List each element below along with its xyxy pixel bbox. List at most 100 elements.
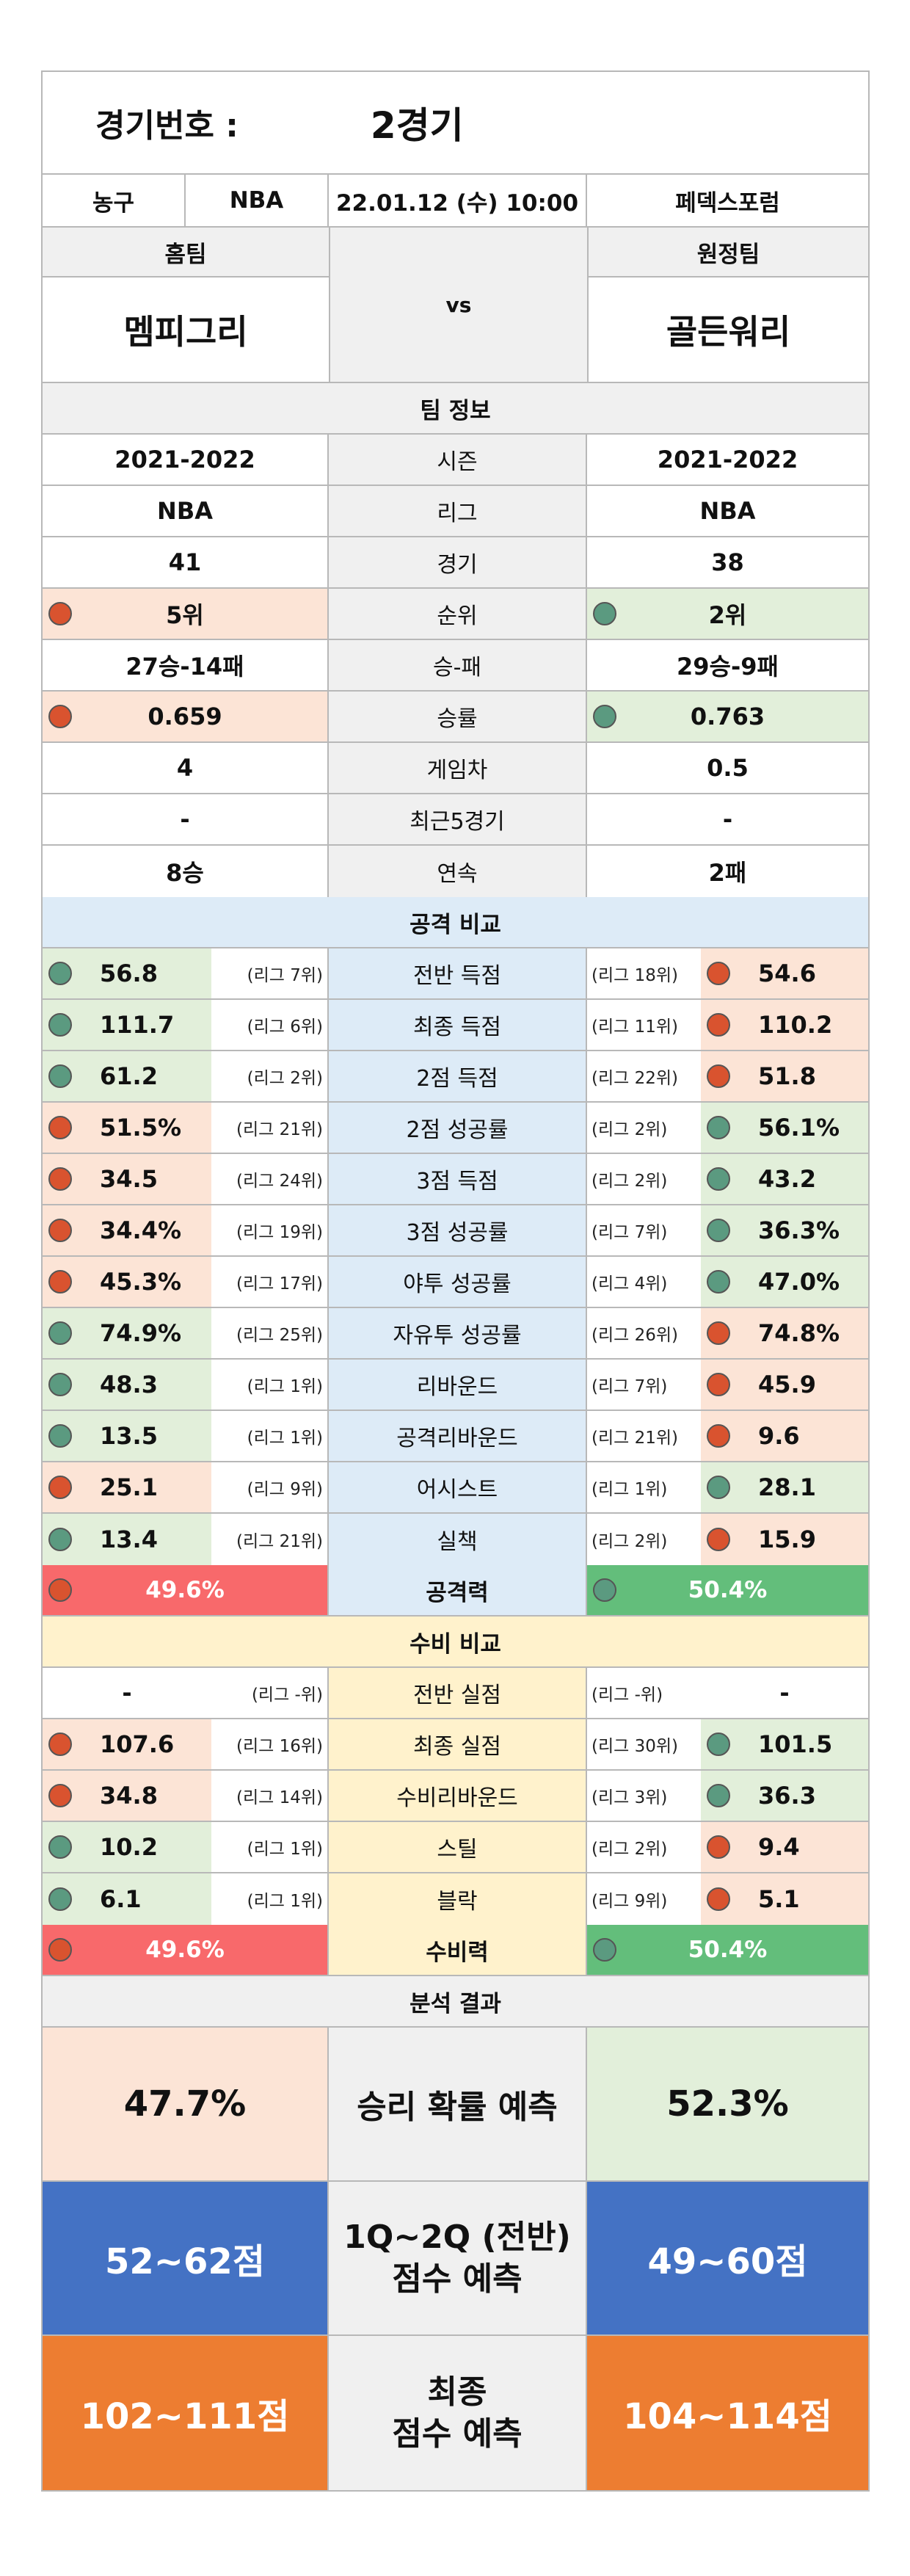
match-title-row: 경기번호 : 2경기 — [43, 72, 868, 175]
away-value: NBA — [699, 497, 756, 525]
home-rank: (리그 24위) — [211, 1154, 329, 1204]
away-value: 29승-9패 — [677, 653, 779, 681]
league: NBA — [186, 175, 329, 226]
home-label: 홈팀 — [43, 228, 329, 277]
home-indicator-icon — [48, 1064, 72, 1088]
team-info-row: NBA 리그 NBA — [43, 486, 868, 537]
datetime: 22.01.12 (수) 10:00 — [329, 175, 587, 226]
away-rank: (리그 26위) — [592, 1326, 679, 1345]
away-rank: (리그 22위) — [592, 1069, 679, 1088]
home-indicator-icon — [48, 1424, 72, 1448]
team-info-row: 5위 순위 2위 — [43, 589, 868, 640]
home-value: 34.5 — [100, 1165, 158, 1193]
home-value: NBA — [157, 497, 213, 525]
away-value: 2패 — [708, 859, 747, 887]
row-label: 스틸 — [329, 1822, 587, 1872]
row-label: 전반 실점 — [329, 1668, 587, 1718]
home-value: 41 — [168, 548, 202, 576]
home-value: 5위 — [166, 601, 204, 629]
home-value: 51.5% — [100, 1114, 182, 1142]
row-label: 2점 득점 — [329, 1051, 587, 1101]
away-value: 43.2 — [758, 1165, 816, 1193]
home-value: 13.5 — [100, 1422, 158, 1450]
away-indicator-icon — [707, 1013, 730, 1037]
home-value: 61.2 — [100, 1062, 158, 1090]
defense-row: 34.8 (리그 14위) 수비리바운드 (리그 3위) 36.3 — [43, 1771, 868, 1822]
row-label: 순위 — [329, 589, 587, 639]
away-indicator-icon — [707, 1373, 730, 1396]
home-rank: (리그 19위) — [211, 1205, 329, 1255]
away-win-prob: 52.3% — [587, 2028, 868, 2180]
away-indicator-icon — [707, 1528, 730, 1551]
away-indicator-icon — [707, 962, 730, 985]
team-info-title: 팀 정보 — [43, 383, 868, 433]
win-prob-row: 47.7% 승리 확률 예측 52.3% — [43, 2028, 868, 2182]
team-info-row: 0.659 승률 0.763 — [43, 692, 868, 743]
home-rank: (리그 2위) — [211, 1051, 329, 1101]
attack-row: 51.5% (리그 21위) 2점 성공률 (리그 2위) 56.1% — [43, 1103, 868, 1154]
away-value: 56.1% — [758, 1114, 840, 1142]
home-indicator-icon — [48, 1013, 72, 1037]
home-indicator-icon — [48, 1528, 72, 1551]
home-half-score: 52~62점 — [43, 2182, 329, 2334]
defense-row: - (리그 -위) 전반 실점 (리그 -위) - — [43, 1668, 868, 1719]
team-info-header: 팀 정보 — [43, 383, 868, 435]
home-indicator-icon — [48, 1373, 72, 1396]
away-rank: (리그 2위) — [592, 1840, 668, 1859]
attack-row: 34.4% (리그 19위) 3점 성공률 (리그 7위) 36.3% — [43, 1205, 868, 1257]
team-info-row: 8승 연속 2패 — [43, 846, 868, 897]
home-team-name: 멤피그리 — [123, 312, 248, 352]
row-label: 수비리바운드 — [329, 1771, 587, 1821]
attack-row: 25.1 (리그 9위) 어시스트 (리그 1위) 28.1 — [43, 1462, 868, 1514]
away-value: 45.9 — [758, 1371, 816, 1398]
away-indicator-icon — [707, 1835, 730, 1859]
row-label: 승-패 — [329, 640, 587, 690]
match-label: 경기번호 : — [95, 107, 239, 145]
home-value: 48.3 — [100, 1371, 158, 1398]
team-info-row: 41 경기 38 — [43, 537, 868, 589]
vs-label: vs — [330, 228, 589, 382]
away-value: 38 — [711, 548, 744, 576]
home-indicator-icon — [48, 1784, 72, 1807]
away-value: 28.1 — [758, 1473, 816, 1501]
away-value: 2위 — [708, 601, 747, 629]
match-value: 2경기 — [370, 104, 464, 147]
away-indicator-icon — [707, 1424, 730, 1448]
row-label: 자유투 성공률 — [329, 1308, 587, 1358]
row-label: 승률 — [329, 692, 587, 741]
attack-row: 56.8 (리그 7위) 전반 득점 (리그 18위) 54.6 — [43, 948, 868, 1000]
home-rank: (리그 -위) — [211, 1668, 329, 1718]
team-info-row: - 최근5경기 - — [43, 794, 868, 846]
defense-row: 6.1 (리그 1위) 블락 (리그 9위) 5.1 — [43, 1873, 868, 1925]
home-win-prob: 47.7% — [43, 2028, 329, 2180]
away-value: 9.6 — [758, 1422, 800, 1450]
home-rank: (리그 1위) — [211, 1411, 329, 1461]
row-label: 시즌 — [329, 435, 587, 485]
info-row: 농구 NBA 22.01.12 (수) 10:00 페덱스포럼 — [43, 175, 868, 228]
defense-row: 10.2 (리그 1위) 스틸 (리그 2위) 9.4 — [43, 1822, 868, 1873]
row-label: 2점 성공률 — [329, 1103, 587, 1153]
attack-header: 공격 비교 — [43, 897, 868, 948]
analysis-title: 분석 결과 — [43, 1976, 868, 2026]
home-value: - — [122, 1679, 132, 1707]
away-value: 51.8 — [758, 1062, 816, 1090]
away-indicator-icon — [593, 602, 616, 625]
away-indicator-icon — [707, 1270, 730, 1294]
home-value: 2021-2022 — [114, 446, 255, 474]
home-value: 0.659 — [148, 703, 222, 730]
defense-title: 수비 비교 — [43, 1617, 868, 1666]
away-indicator-icon — [707, 1219, 730, 1242]
analysis-sheet: 경기번호 : 2경기 농구 NBA 22.01.12 (수) 10:00 페덱스… — [41, 70, 870, 2492]
attack-row: 111.7 (리그 6위) 최종 득점 (리그 11위) 110.2 — [43, 1000, 868, 1051]
away-final-score: 104~114점 — [587, 2336, 868, 2490]
away-rank: (리그 2위) — [592, 1172, 668, 1191]
away-value: 54.6 — [758, 959, 816, 987]
row-label: 어시스트 — [329, 1462, 587, 1512]
away-indicator-icon — [707, 1784, 730, 1807]
attack-title: 공격 비교 — [43, 897, 868, 947]
away-indicator-icon — [707, 1887, 730, 1911]
row-label: 최종 득점 — [329, 1000, 587, 1050]
home-indicator-icon — [48, 1219, 72, 1242]
away-value: 110.2 — [758, 1011, 833, 1039]
home-attack-power: 49.6% — [145, 1577, 225, 1603]
